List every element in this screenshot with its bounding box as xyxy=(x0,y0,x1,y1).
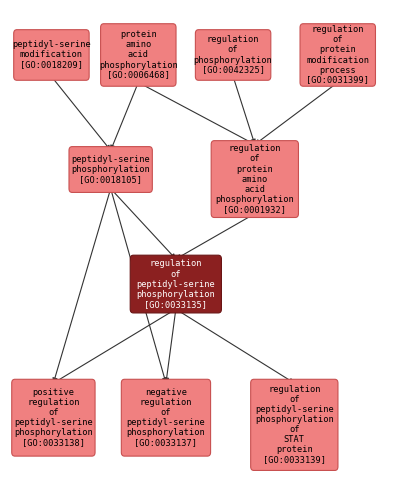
FancyBboxPatch shape xyxy=(14,30,89,80)
Text: peptidyl-serine
phosphorylation
[GO:0018105]: peptidyl-serine phosphorylation [GO:0018… xyxy=(71,155,150,184)
FancyBboxPatch shape xyxy=(195,30,271,80)
FancyBboxPatch shape xyxy=(300,24,376,86)
FancyBboxPatch shape xyxy=(121,379,211,456)
Text: regulation
of
peptidyl-serine
phosphorylation
of
STAT
protein
[GO:0033139]: regulation of peptidyl-serine phosphoryl… xyxy=(255,385,334,465)
FancyBboxPatch shape xyxy=(12,379,95,456)
Text: regulation
of
protein
amino
acid
phosphorylation
[GO:0001932]: regulation of protein amino acid phospho… xyxy=(216,145,294,214)
Text: regulation
of
peptidyl-serine
phosphorylation
[GO:0033135]: regulation of peptidyl-serine phosphoryl… xyxy=(137,260,215,309)
Text: positive
regulation
of
peptidyl-serine
phosphorylation
[GO:0033138]: positive regulation of peptidyl-serine p… xyxy=(14,388,93,448)
FancyBboxPatch shape xyxy=(211,141,299,218)
Text: peptidyl-serine
modification
[GO:0018209]: peptidyl-serine modification [GO:0018209… xyxy=(12,40,91,70)
FancyBboxPatch shape xyxy=(251,379,338,470)
FancyBboxPatch shape xyxy=(101,24,176,86)
Text: regulation
of
protein
modification
process
[GO:0031399]: regulation of protein modification proce… xyxy=(306,25,369,85)
Text: negative
regulation
of
peptidyl-serine
phosphorylation
[GO:0033137]: negative regulation of peptidyl-serine p… xyxy=(127,388,206,448)
FancyBboxPatch shape xyxy=(69,147,152,192)
FancyBboxPatch shape xyxy=(130,255,221,313)
Text: regulation
of
phosphorylation
[GO:0042325]: regulation of phosphorylation [GO:004232… xyxy=(194,36,272,75)
Text: protein
amino
acid
phosphorylation
[GO:0006468]: protein amino acid phosphorylation [GO:0… xyxy=(99,30,178,79)
